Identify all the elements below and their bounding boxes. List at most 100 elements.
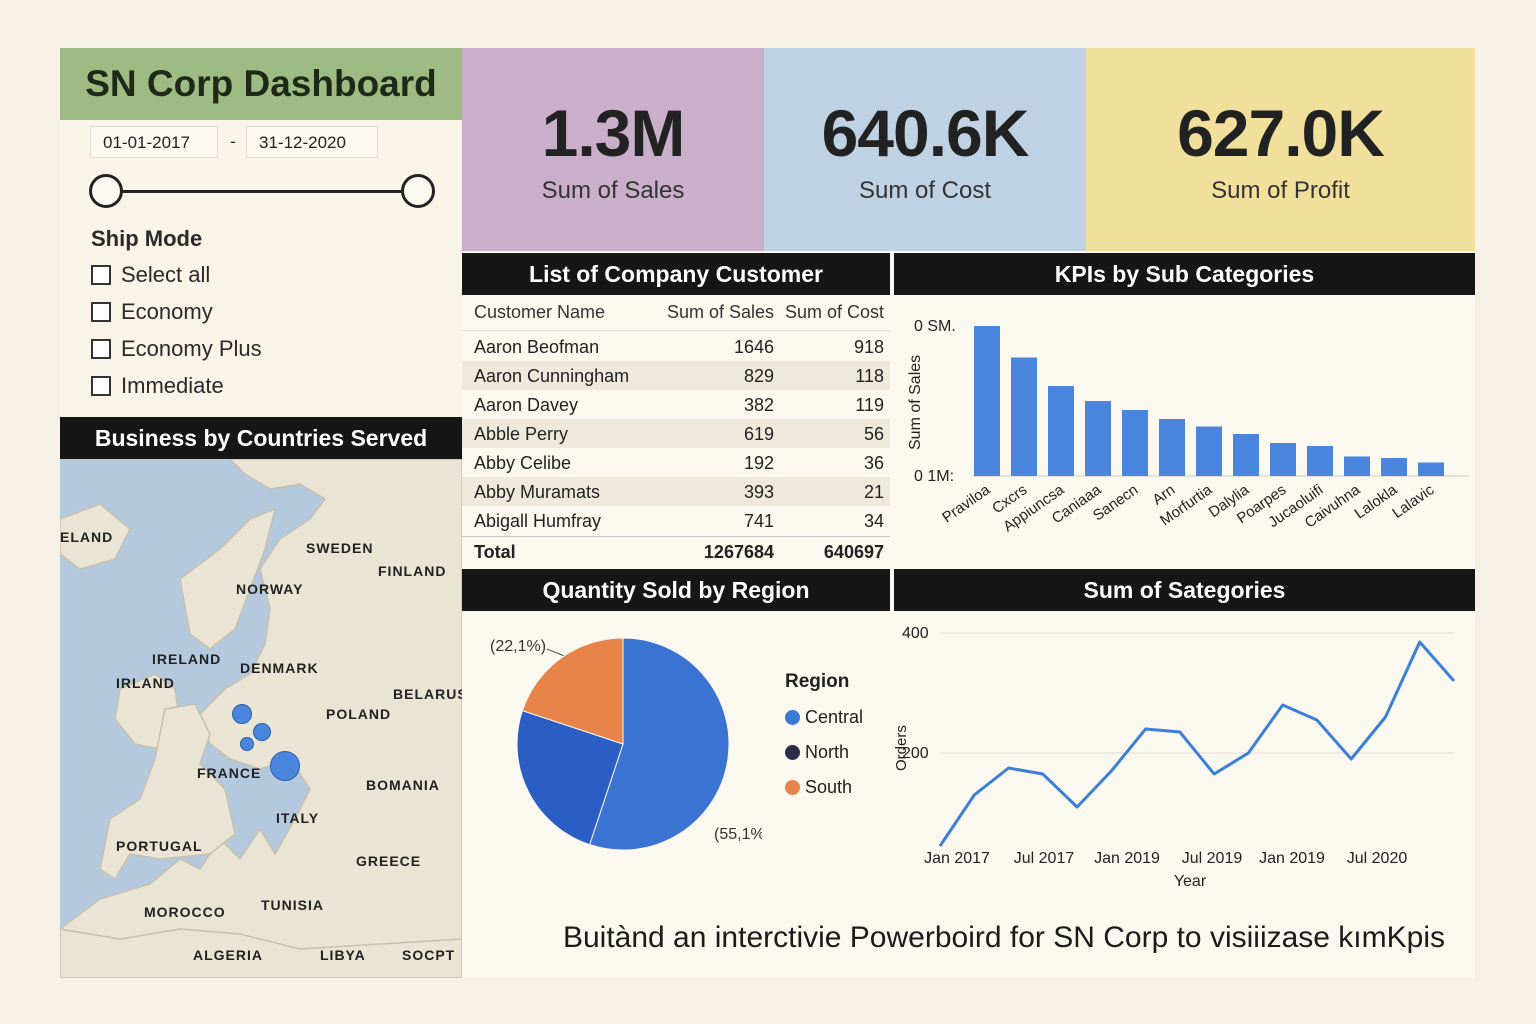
date-range-slider[interactable] (106, 190, 418, 193)
bar-4[interactable] (1122, 410, 1148, 476)
kpi-card-sales[interactable]: 1.3M Sum of Sales (462, 48, 764, 251)
ship-mode-economy-plus[interactable]: Economy Plus (91, 336, 262, 362)
footer-caption-text: Buitànd an interctivie Powerboird for SN… (562, 921, 1445, 954)
map-label: SWEDEN (306, 540, 374, 556)
bar-9[interactable] (1307, 446, 1333, 476)
table-cell: 118 (855, 366, 884, 386)
table-row[interactable]: Abble Perry 619 56 (462, 419, 890, 448)
line-xtick: Jan 2017 (924, 850, 990, 867)
table-cell: 21 (863, 482, 884, 502)
pie-slice-south[interactable] (521, 637, 624, 745)
bar-3[interactable] (1085, 401, 1111, 476)
line-chart-header: Sum of Sategories (894, 569, 1475, 611)
pie-label-top: (22,1%) (490, 638, 546, 655)
table-cell: 382 (743, 395, 774, 415)
ship-mode-immediate[interactable]: Immediate (91, 373, 224, 399)
kpi-card-cost[interactable]: 640.6K Sum of Cost (764, 48, 1086, 251)
bar-1[interactable] (1011, 357, 1037, 477)
line-xtick: Jul 2019 (1182, 850, 1243, 867)
kpi-value: 627.0K (1177, 95, 1385, 170)
checkbox-icon[interactable] (91, 265, 111, 285)
map-label: GREECE (356, 853, 422, 869)
date-end-field[interactable]: 31-12-2020 (246, 126, 378, 158)
table-cell: 393 (743, 482, 774, 502)
legend-item-south[interactable]: South (785, 777, 852, 798)
bar-12[interactable] (1418, 462, 1444, 477)
total-label: Total (474, 542, 516, 562)
map-bubble[interactable] (240, 737, 254, 751)
table-cell: 119 (855, 395, 884, 415)
table-row[interactable]: Abby Celibe 192 36 (462, 448, 890, 477)
column-header[interactable]: Sum of Sales (666, 302, 774, 322)
table-cell: 619 (743, 424, 774, 444)
table-row[interactable]: Aaron Cunningham 829 118 (462, 361, 890, 390)
kpi-label: Sum of Profit (1211, 176, 1350, 204)
ship-mode-select-all[interactable]: Select all (91, 262, 210, 288)
categories-line-chart[interactable]: Orders Year 400 200 Jan 2017 Jul 2017 Jan 20… (893, 611, 1475, 898)
map-label: DENMARK (240, 660, 319, 676)
line-chart-svg: Orders Year 400 200 Jan 2017 Jul 2017 Jan 20… (893, 625, 1456, 890)
customer-table: Customer Name Sum of Sales Sum of Cost A… (462, 295, 890, 567)
map-bubble[interactable] (253, 723, 271, 741)
legend-label: North (805, 742, 850, 762)
legend-title: Region (785, 671, 850, 692)
table-cell: Abigall Humfray (474, 511, 602, 531)
pie-slice-north[interactable] (516, 709, 624, 846)
line-series[interactable] (938, 640, 1456, 847)
slider-end-handle[interactable] (401, 174, 435, 208)
kpi-label: Sum of Cost (858, 176, 992, 204)
legend-item-north[interactable]: North (785, 742, 849, 763)
column-header[interactable]: Sum of Cost (784, 302, 884, 322)
bar-ytick-bottom: 0 1M: (914, 468, 954, 485)
line-ytick: 400 (902, 625, 929, 642)
checkbox-label: Select all (121, 262, 211, 287)
table-row[interactable]: Aaron Davey 382 119 (462, 390, 890, 419)
kpi-card-profit[interactable]: 627.0K Sum of Profit (1086, 48, 1475, 251)
table-row[interactable]: Aaron Beofman 1646 918 (462, 332, 890, 361)
footer-caption: Buitànd an interctivie Powerboird for SN… (60, 898, 1475, 978)
bar-8[interactable] (1270, 443, 1296, 476)
kpi-value: 640.6K (821, 95, 1030, 170)
map-label: NORWAY (236, 581, 304, 597)
countries-map[interactable]: ELAND SWEDEN FINLAND NORWAY IRELAND DENM… (60, 459, 462, 978)
dashboard-title: SN Corp Dashboard (85, 63, 437, 104)
table-cell: 918 (853, 337, 884, 357)
map-bubble[interactable] (232, 704, 252, 724)
checkbox-label: Immediate (121, 373, 224, 398)
map-label: ALGERIA (193, 947, 263, 963)
ship-mode-economy[interactable]: Economy (91, 299, 213, 325)
column-header[interactable]: Customer Name (474, 302, 606, 322)
bar-6[interactable] (1196, 426, 1222, 477)
checkbox-icon[interactable] (91, 339, 111, 359)
bar-10[interactable] (1344, 456, 1370, 477)
bar-0[interactable] (974, 326, 1000, 476)
table-row[interactable]: Abigall Humfray 741 34 (462, 506, 890, 535)
region-pie-chart[interactable]: (22,1%) (55,1%) Region Central North Sou… (462, 611, 890, 898)
bar-11[interactable] (1381, 458, 1407, 476)
bar-7[interactable] (1233, 434, 1259, 476)
table-cell: 741 (743, 511, 774, 531)
table-row[interactable]: Abby Muramats 393 21 (462, 477, 890, 506)
subcategory-bar-chart[interactable]: 0 SM. 0 1M: Sum of Sales Praviloa Cxcrs Ap… (894, 295, 1475, 567)
date-start-field[interactable]: 01-01-2017 (90, 126, 218, 158)
table-cell: Aaron Beofman (474, 337, 600, 357)
legend-item-central[interactable]: Central (785, 707, 863, 728)
bar-2[interactable] (1048, 386, 1074, 476)
table-cell: Abble Perry (474, 424, 569, 444)
bar-chart-svg: 0 SM. 0 1M: Sum of Sales PraviloaCxcrsAp… (907, 318, 1469, 535)
pie-slice-central[interactable] (588, 637, 730, 851)
date-separator: - (230, 132, 236, 151)
map-label: FINLAND (378, 563, 447, 579)
checkbox-icon[interactable] (91, 376, 111, 396)
checkbox-icon[interactable] (91, 302, 111, 322)
line-xtick: Jan 2019 (1094, 850, 1160, 867)
bar-5[interactable] (1159, 419, 1185, 476)
table-cell: Aaron Davey (474, 395, 579, 415)
map-label: SOCPT (402, 947, 456, 963)
map-bubble[interactable] (270, 751, 300, 781)
bar-category-label: Lalavic (1389, 481, 1437, 522)
map-label: IRLAND (116, 675, 175, 691)
map-label: ITALY (276, 810, 320, 826)
slider-start-handle[interactable] (89, 174, 123, 208)
pie-chart-header: Quantity Sold by Region (462, 569, 890, 611)
